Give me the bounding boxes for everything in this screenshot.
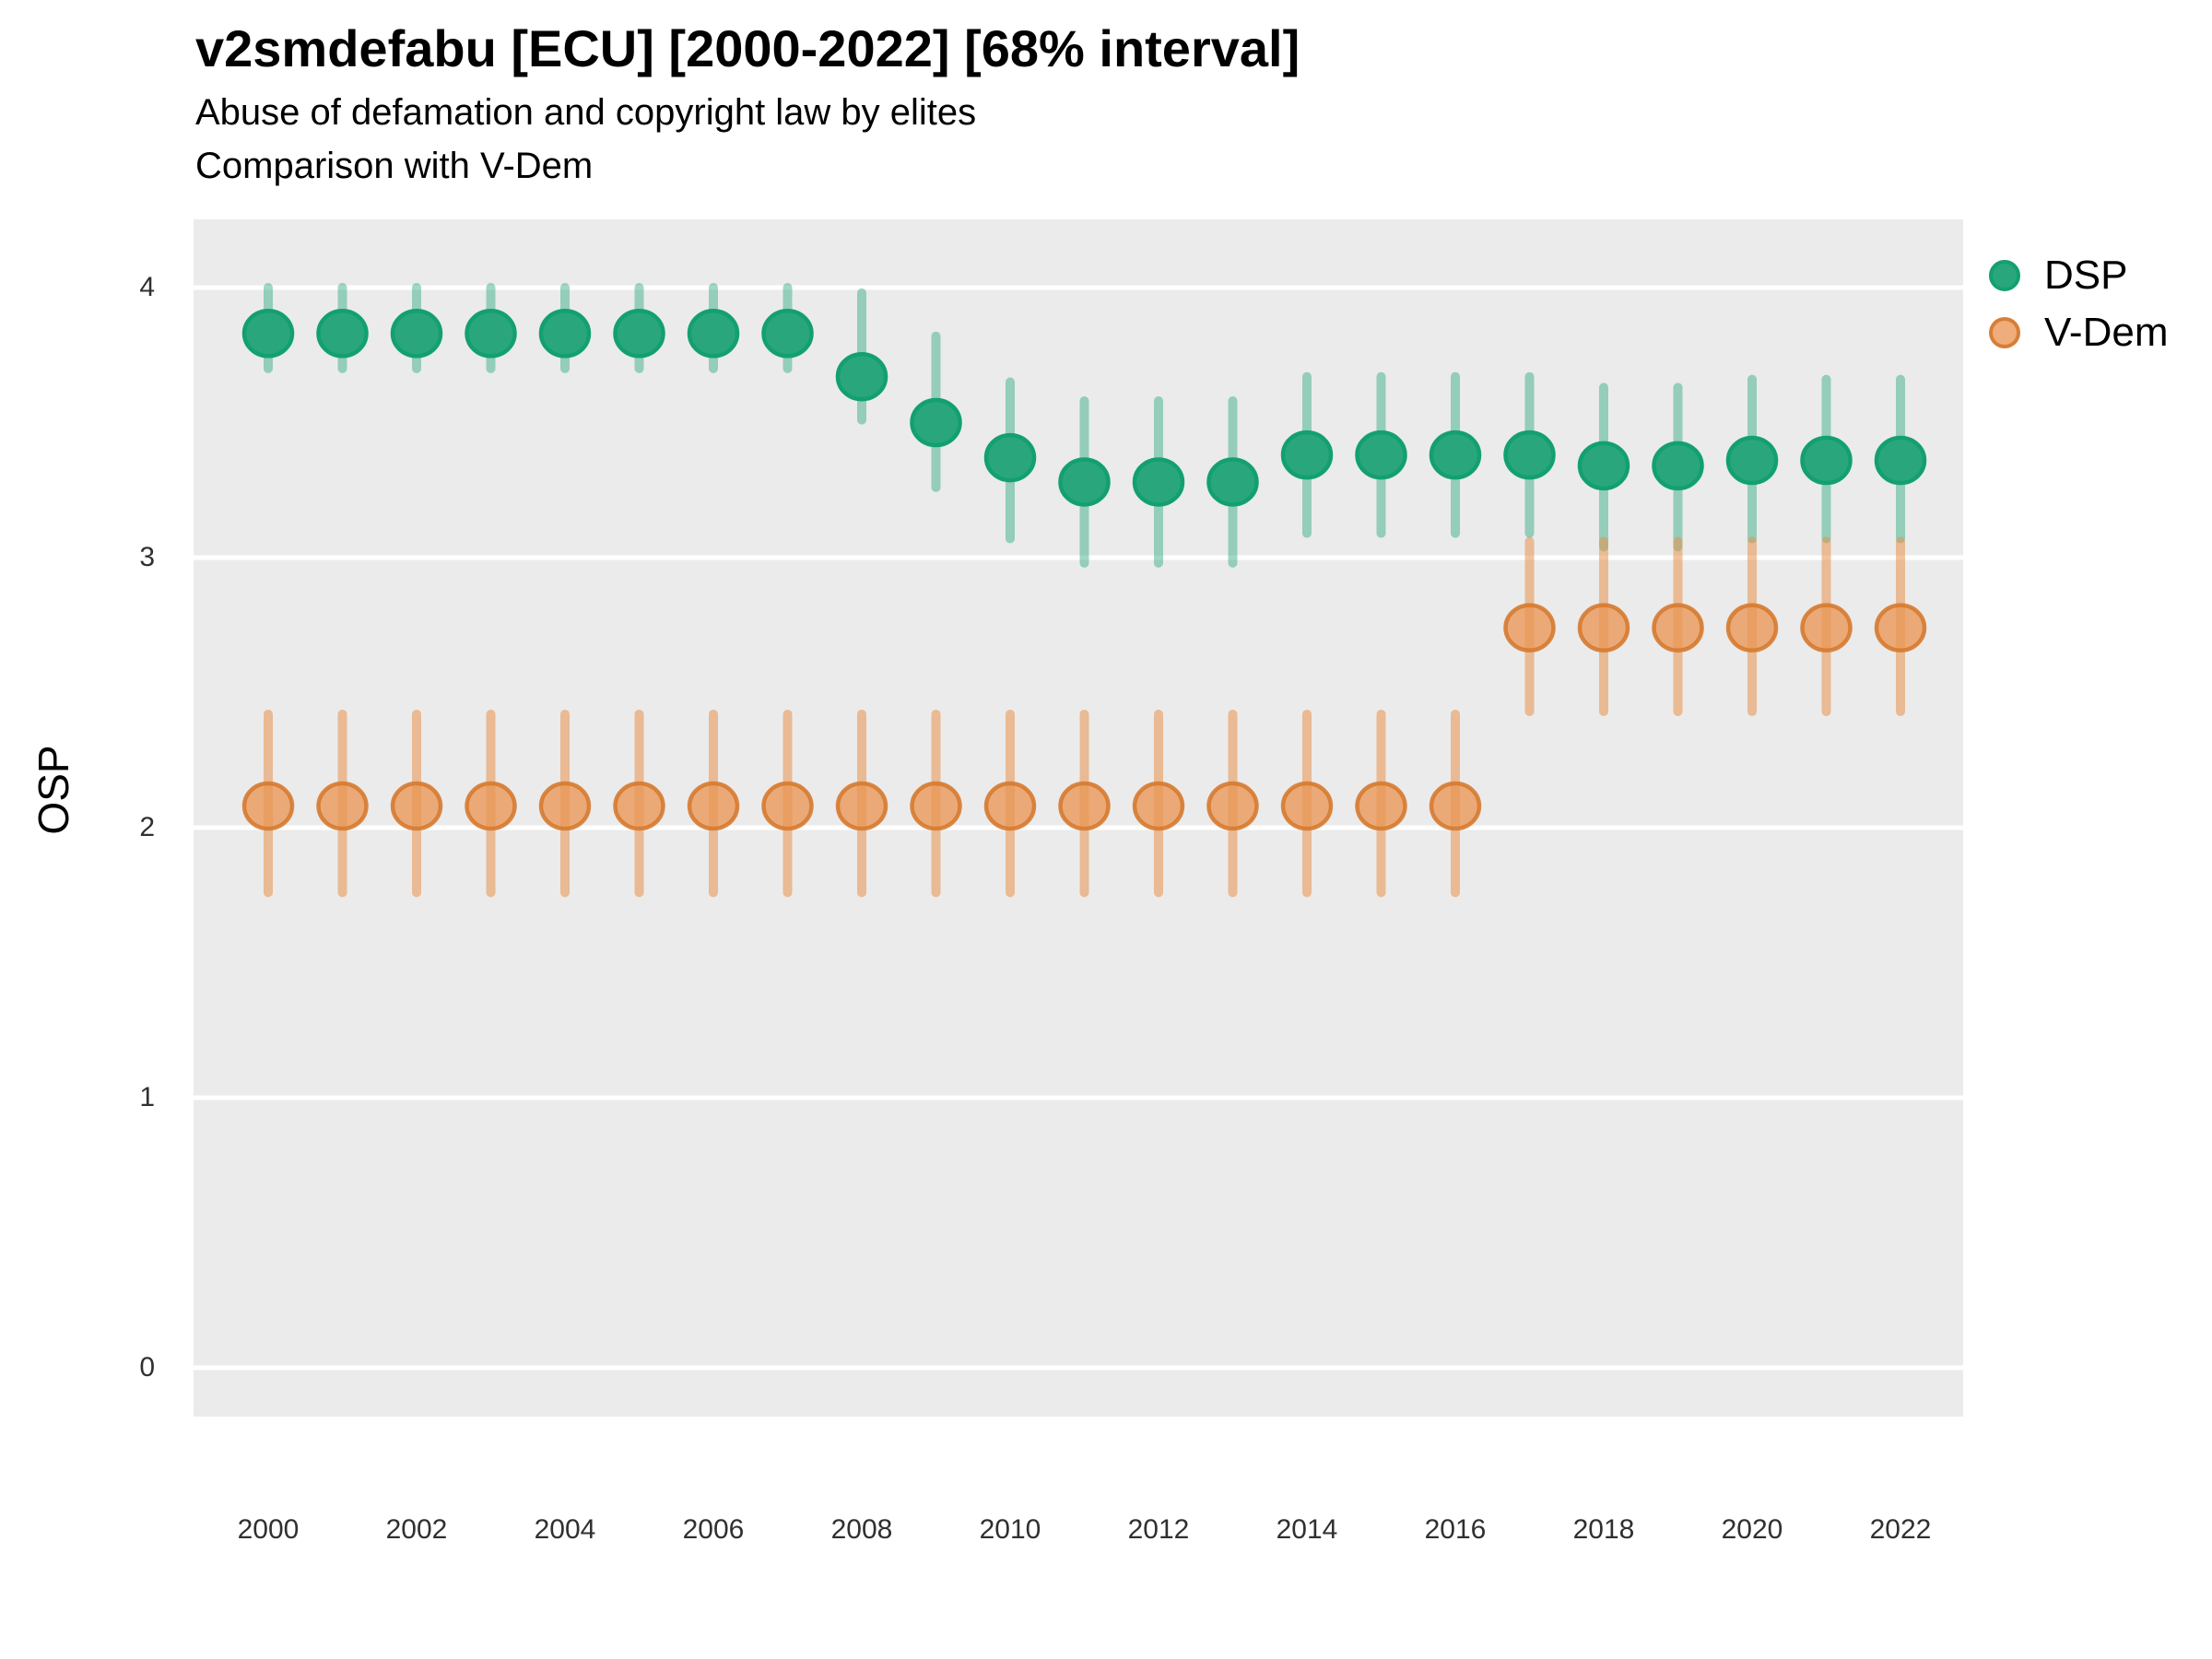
y-tick-label-1: 1	[139, 1082, 155, 1112]
dsp-point-2015	[1355, 429, 1407, 480]
vdem-point-2019	[1652, 603, 1704, 653]
dsp-point-2005	[613, 309, 665, 359]
dsp-series-dot-icon	[1989, 260, 2020, 291]
dsp-point-2001	[316, 309, 369, 359]
chart-subtitle-comparison: Comparison with V-Dem	[195, 146, 594, 186]
chart-title: v2smdefabu [ECU] [2000-2022] [68% interv…	[195, 19, 1300, 77]
vdem-point-2014	[1280, 781, 1334, 831]
dsp-point-2006	[687, 309, 740, 359]
vdem-point-2001	[316, 781, 369, 831]
dsp-point-2011	[1058, 457, 1111, 507]
x-tick-label-2008: 2008	[830, 1514, 893, 1545]
vdem-point-2013	[1206, 781, 1259, 831]
vdem-point-2006	[687, 781, 740, 831]
vdem-point-2022	[1874, 603, 1927, 653]
legend-item-dsp: DSP	[1989, 247, 2168, 304]
dsp-point-2021	[1800, 435, 1853, 486]
dsp-point-2003	[465, 309, 517, 359]
x-tick-label-2018: 2018	[1572, 1514, 1635, 1545]
vdem-point-2002	[390, 781, 443, 831]
vdem-point-2015	[1355, 781, 1407, 831]
dsp-point-2012	[1132, 457, 1185, 507]
dsp-point-2000	[241, 309, 295, 359]
dsp-point-2017	[1503, 429, 1556, 480]
x-tick-label-2014: 2014	[1276, 1514, 1338, 1545]
y-axis-title: OSP	[29, 745, 77, 835]
chart-subtitle: Abuse of defamation and copyright law by…	[195, 92, 977, 133]
dsp-point-2007	[761, 309, 814, 359]
legend-label-vdem: V-Dem	[2044, 310, 2169, 355]
x-tick-label-2012: 2012	[1127, 1514, 1190, 1545]
vdem-series-dot-icon	[1989, 317, 2020, 348]
vdem-point-2000	[241, 781, 295, 831]
dsp-point-2022	[1874, 435, 1927, 486]
vdem-point-2010	[983, 781, 1037, 831]
vdem-point-2005	[613, 781, 665, 831]
vdem-point-2021	[1800, 603, 1853, 653]
x-tick-label-2004: 2004	[534, 1514, 596, 1545]
legend-label-dsp: DSP	[2044, 253, 2128, 298]
dsp-point-2002	[390, 309, 443, 359]
dsp-point-2008	[835, 351, 888, 402]
vdem-point-2018	[1577, 603, 1630, 653]
dsp-point-2016	[1429, 429, 1482, 480]
legend-item-vdem: V-Dem	[1989, 304, 2168, 361]
vdem-point-2007	[761, 781, 814, 831]
dsp-point-2009	[910, 397, 962, 448]
y-tick-label-4: 4	[139, 272, 155, 302]
dsp-point-2020	[1725, 435, 1779, 486]
vdem-point-2008	[835, 781, 888, 831]
vdem-point-2016	[1429, 781, 1482, 831]
vdem-point-2017	[1503, 603, 1556, 653]
dsp-point-2013	[1206, 457, 1259, 507]
vdem-point-2009	[910, 781, 962, 831]
y-tick-label-2: 2	[139, 812, 155, 842]
x-tick-label-2016: 2016	[1424, 1514, 1487, 1545]
vdem-point-2020	[1725, 603, 1779, 653]
vdem-point-2012	[1132, 781, 1185, 831]
vdem-point-2011	[1058, 781, 1111, 831]
dsp-point-2019	[1652, 441, 1704, 491]
dsp-point-2014	[1280, 429, 1334, 480]
x-tick-label-2010: 2010	[979, 1514, 1041, 1545]
y-tick-label-0: 0	[139, 1352, 155, 1382]
dsp-point-2004	[538, 309, 592, 359]
y-tick-label-3: 3	[139, 542, 155, 572]
vdem-point-2004	[538, 781, 592, 831]
dsp-point-2018	[1577, 441, 1630, 491]
x-tick-label-2000: 2000	[237, 1514, 300, 1545]
vdem-point-2003	[465, 781, 517, 831]
x-tick-label-2002: 2002	[385, 1514, 448, 1545]
x-tick-label-2020: 2020	[1721, 1514, 1783, 1545]
dsp-point-2010	[983, 432, 1037, 483]
x-tick-label-2006: 2006	[682, 1514, 745, 1545]
x-tick-label-2022: 2022	[1869, 1514, 1932, 1545]
legend: DSP V-Dem	[1989, 247, 2168, 361]
